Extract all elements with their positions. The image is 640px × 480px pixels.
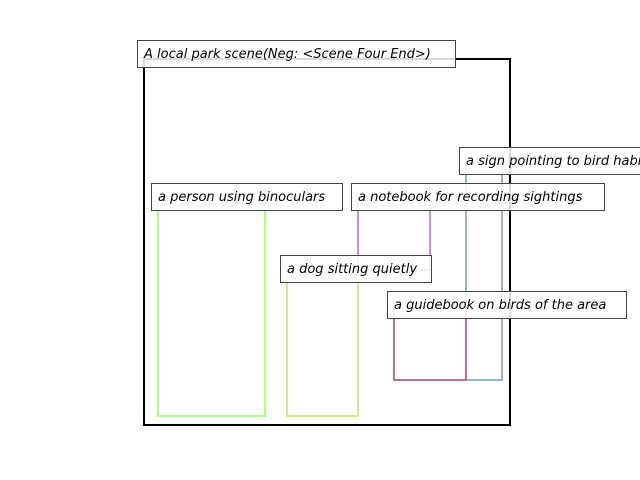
box-person-binoculars	[157, 198, 266, 417]
scene-caption: A local park scene(Neg: <Scene Four End>…	[137, 40, 456, 68]
label-sign-bird-habitats: a sign pointing to bird habitats	[459, 147, 640, 175]
scene-caption-text: A local park scene(Neg: <Scene Four End>…	[143, 47, 431, 62]
label-text: a sign pointing to bird habitats	[466, 154, 640, 169]
label-text: a person using binoculars	[158, 190, 325, 205]
label-text: a notebook for recording sightings	[358, 190, 583, 205]
box-guidebook	[393, 308, 467, 381]
box-sign-bird-habitats	[465, 162, 503, 381]
scene-frame	[143, 58, 511, 426]
label-text: a dog sitting quietly	[287, 262, 417, 277]
label-guidebook: a guidebook on birds of the area	[387, 291, 627, 319]
label-person-binoculars: a person using binoculars	[151, 183, 343, 211]
label-notebook: a notebook for recording sightings	[351, 183, 605, 211]
box-dog-sitting	[286, 270, 359, 417]
label-dog-sitting: a dog sitting quietly	[280, 255, 432, 283]
label-text: a guidebook on birds of the area	[394, 298, 606, 313]
